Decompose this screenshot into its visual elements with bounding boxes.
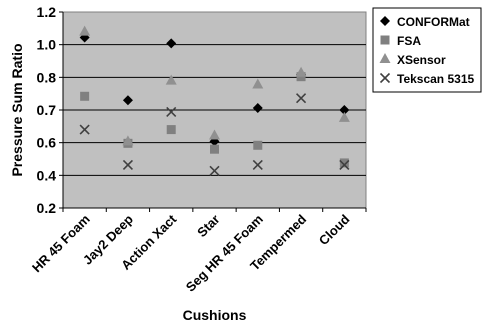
y-tick-label: 0.6 xyxy=(37,135,57,151)
data-point-conformat xyxy=(166,38,177,49)
x-tick-label: Cloud xyxy=(316,211,353,248)
data-point-xsensor xyxy=(165,74,177,85)
data-point-tekscan-5315 xyxy=(209,165,220,176)
x-tick-label: Seg HR 45 Foam xyxy=(183,212,266,295)
data-point-xsensor xyxy=(122,135,134,146)
data-point-conformat xyxy=(252,103,263,114)
data-point-conformat xyxy=(122,95,133,106)
data-point-fsa xyxy=(166,125,176,135)
y-tick-label: 0.2 xyxy=(37,200,57,216)
legend-marker xyxy=(380,16,390,26)
data-point-tekscan-5315 xyxy=(166,106,177,118)
data-point-fsa xyxy=(339,158,349,168)
data-point-xsensor xyxy=(295,66,307,77)
legend-label: FSA xyxy=(397,34,421,48)
y-tick-label: 0.8 xyxy=(37,69,57,85)
legend-label: XSensor xyxy=(397,53,446,67)
legend-label: CONFORMat xyxy=(397,15,470,29)
data-point-xsensor xyxy=(209,129,220,140)
legend-label: Tekscan 5315 xyxy=(397,72,474,86)
y-axis-title: Pressure Sum Ratio xyxy=(9,43,25,176)
legend-marker xyxy=(379,53,391,63)
y-tick-label: 0.4 xyxy=(37,167,57,183)
y-tick-label: 1.2 xyxy=(37,4,57,20)
data-point-fsa xyxy=(80,91,90,101)
data-point-tekscan-5315 xyxy=(79,124,90,135)
legend-marker xyxy=(380,35,390,45)
y-tick-label: 0.7 xyxy=(37,102,57,118)
data-point-tekscan-5315 xyxy=(339,159,350,170)
data-point-fsa xyxy=(253,140,263,150)
data-point-xsensor xyxy=(338,111,350,122)
x-tick-label: Star xyxy=(194,212,222,240)
data-point-xsensor xyxy=(252,78,264,89)
data-point-tekscan-5315 xyxy=(296,93,307,104)
x-tick-label: HR 45 Foam xyxy=(29,212,93,276)
data-point-xsensor xyxy=(79,25,91,36)
data-point-fsa xyxy=(210,144,219,154)
x-axis-title: Cushions xyxy=(183,307,247,323)
legend xyxy=(372,7,482,93)
y-tick-label: 1.0 xyxy=(37,37,57,53)
legend-marker xyxy=(379,72,391,84)
data-point-conformat xyxy=(339,105,350,115)
data-point-tekscan-5315 xyxy=(122,159,133,170)
data-point-tekscan-5315 xyxy=(252,159,263,170)
